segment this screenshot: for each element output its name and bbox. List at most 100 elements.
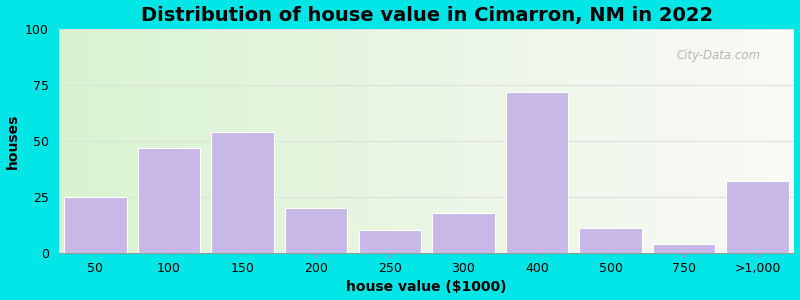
Bar [378,29,382,253]
Bar [261,29,265,253]
Bar [103,29,106,253]
Bar [228,29,232,253]
Bar [198,29,202,253]
Bar [423,29,426,253]
Bar [622,29,626,253]
Bar [636,29,640,253]
Bar [353,29,357,253]
Bar [500,29,504,253]
Bar [368,29,371,253]
Text: City-Data.com: City-Data.com [677,49,761,62]
Bar [95,29,99,253]
Bar [515,29,518,253]
Bar [122,29,125,253]
Bar [698,29,702,253]
Bar [305,29,309,253]
Bar [173,29,177,253]
Bar [750,29,754,253]
Bar [442,29,445,253]
Bar [99,29,103,253]
Bar [787,29,790,253]
Bar [783,29,787,253]
Bar [504,29,507,253]
Bar [177,29,180,253]
Bar [342,29,346,253]
Bar [681,29,684,253]
Bar [242,29,246,253]
Bar [717,29,721,253]
Bar [765,29,769,253]
Bar [684,29,688,253]
Bar [762,29,765,253]
Bar [478,29,482,253]
Bar [224,29,228,253]
Bar [206,29,210,253]
Bar [276,29,279,253]
Bar [574,29,578,253]
Bar [710,29,714,253]
Bar [666,29,670,253]
Bar [125,29,129,253]
Bar [537,29,541,253]
Bar [581,29,585,253]
Bar [187,29,191,253]
Bar [81,29,85,253]
Bar [592,29,596,253]
Bar [258,29,261,253]
Bar [92,29,95,253]
Bar [390,29,394,253]
Bar [474,29,478,253]
Bar [776,29,780,253]
Bar [511,29,515,253]
Bar [552,29,555,253]
Bar [618,29,622,253]
Bar [210,29,214,253]
Bar [607,29,610,253]
Bar [534,29,537,253]
Bar [191,29,195,253]
Bar [158,29,162,253]
Bar [739,29,743,253]
Bar [331,29,334,253]
Bar [272,29,276,253]
Bar [246,29,250,253]
Bar [726,181,789,253]
Bar [320,29,323,253]
Bar [371,29,375,253]
Bar [673,29,677,253]
Bar [211,132,274,253]
Bar [313,29,316,253]
Bar [302,29,305,253]
Bar [268,29,272,253]
Bar [735,29,739,253]
Bar [419,29,423,253]
Bar [150,29,154,253]
Bar [118,29,122,253]
Bar [290,29,294,253]
Bar [140,29,143,253]
Bar [386,29,390,253]
Bar [136,29,140,253]
Bar [350,29,353,253]
Bar [688,29,691,253]
Bar [74,29,77,253]
Bar [470,29,474,253]
Bar [285,208,347,253]
Bar [610,29,614,253]
Bar [254,29,258,253]
Bar [589,29,592,253]
Bar [526,29,530,253]
Bar [732,29,735,253]
Bar [725,29,728,253]
Bar [772,29,776,253]
Bar [562,29,566,253]
Bar [651,29,654,253]
Bar [239,29,242,253]
Bar [603,29,607,253]
Bar [721,29,725,253]
Bar [279,29,283,253]
Bar [506,92,568,253]
Title: Distribution of house value in Cimarron, NM in 2022: Distribution of house value in Cimarron,… [141,6,713,25]
Bar [460,29,463,253]
Bar [633,29,636,253]
